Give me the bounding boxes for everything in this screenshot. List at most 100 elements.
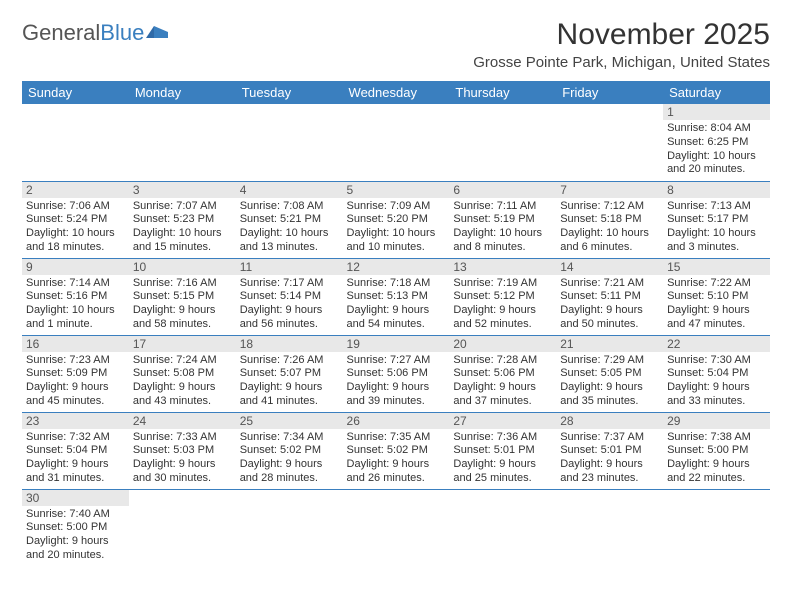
daylight-text: Daylight: 10 hours [240,227,339,241]
sunrise-text: Sunrise: 7:07 AM [133,200,232,214]
col-monday: Monday [129,81,236,104]
day-number: 23 [22,413,129,429]
daylight-text: and 56 minutes. [240,318,339,332]
day-number: 1 [663,104,770,120]
day-number: 20 [449,336,556,352]
daylight-text: and 15 minutes. [133,241,232,255]
day-details: Sunrise: 7:09 AMSunset: 5:20 PMDaylight:… [343,198,450,257]
day-details: Sunrise: 7:33 AMSunset: 5:03 PMDaylight:… [129,429,236,488]
sunrise-text: Sunrise: 7:27 AM [347,354,446,368]
daylight-text: Daylight: 9 hours [560,381,659,395]
sunrise-text: Sunrise: 7:13 AM [667,200,766,214]
daylight-text: and 23 minutes. [560,472,659,486]
daylight-text: and 25 minutes. [453,472,552,486]
daylight-text: and 10 minutes. [347,241,446,255]
location-subtitle: Grosse Pointe Park, Michigan, United Sta… [473,54,770,71]
daylight-text: and 26 minutes. [347,472,446,486]
calendar-cell: 2Sunrise: 7:06 AMSunset: 5:24 PMDaylight… [22,181,129,258]
sunset-text: Sunset: 5:14 PM [240,290,339,304]
sunset-text: Sunset: 5:24 PM [26,213,125,227]
calendar-cell: 30Sunrise: 7:40 AMSunset: 5:00 PMDayligh… [22,489,129,566]
sunset-text: Sunset: 5:19 PM [453,213,552,227]
brand-part1: General [22,20,100,46]
day-details: Sunrise: 7:28 AMSunset: 5:06 PMDaylight:… [449,352,556,411]
calendar-row: 9Sunrise: 7:14 AMSunset: 5:16 PMDaylight… [22,258,770,335]
sunrise-text: Sunrise: 7:08 AM [240,200,339,214]
calendar-cell: 21Sunrise: 7:29 AMSunset: 5:05 PMDayligh… [556,335,663,412]
calendar-cell: 10Sunrise: 7:16 AMSunset: 5:15 PMDayligh… [129,258,236,335]
sunrise-text: Sunrise: 7:19 AM [453,277,552,291]
sunset-text: Sunset: 5:06 PM [453,367,552,381]
calendar-cell [343,104,450,181]
day-details: Sunrise: 7:40 AMSunset: 5:00 PMDaylight:… [22,506,129,565]
daylight-text: and 47 minutes. [667,318,766,332]
daylight-text: and 30 minutes. [133,472,232,486]
day-number: 18 [236,336,343,352]
sunrise-text: Sunrise: 7:24 AM [133,354,232,368]
day-details: Sunrise: 7:08 AMSunset: 5:21 PMDaylight:… [236,198,343,257]
calendar-row: 30Sunrise: 7:40 AMSunset: 5:00 PMDayligh… [22,489,770,566]
day-number: 11 [236,259,343,275]
day-number: 28 [556,413,663,429]
daylight-text: Daylight: 10 hours [26,304,125,318]
day-details: Sunrise: 7:16 AMSunset: 5:15 PMDaylight:… [129,275,236,334]
day-number: 7 [556,182,663,198]
calendar-cell [236,489,343,566]
daylight-text: and 33 minutes. [667,395,766,409]
calendar-cell: 24Sunrise: 7:33 AMSunset: 5:03 PMDayligh… [129,412,236,489]
daylight-text: Daylight: 10 hours [667,150,766,164]
calendar-row: 1Sunrise: 8:04 AMSunset: 6:25 PMDaylight… [22,104,770,181]
sunset-text: Sunset: 5:04 PM [667,367,766,381]
day-number: 15 [663,259,770,275]
brand-logo: GeneralBlue [22,20,172,46]
daylight-text: and 52 minutes. [453,318,552,332]
day-details: Sunrise: 7:26 AMSunset: 5:07 PMDaylight:… [236,352,343,411]
sunrise-text: Sunrise: 7:36 AM [453,431,552,445]
calendar-cell: 29Sunrise: 7:38 AMSunset: 5:00 PMDayligh… [663,412,770,489]
sunrise-text: Sunrise: 7:11 AM [453,200,552,214]
calendar-cell [449,489,556,566]
sunrise-text: Sunrise: 7:09 AM [347,200,446,214]
calendar-cell [663,489,770,566]
daylight-text: and 28 minutes. [240,472,339,486]
day-number: 25 [236,413,343,429]
day-details: Sunrise: 7:37 AMSunset: 5:01 PMDaylight:… [556,429,663,488]
day-number: 3 [129,182,236,198]
daylight-text: and 43 minutes. [133,395,232,409]
day-details: Sunrise: 7:24 AMSunset: 5:08 PMDaylight:… [129,352,236,411]
sunrise-text: Sunrise: 7:18 AM [347,277,446,291]
day-number: 4 [236,182,343,198]
calendar-cell: 23Sunrise: 7:32 AMSunset: 5:04 PMDayligh… [22,412,129,489]
sunrise-text: Sunrise: 7:21 AM [560,277,659,291]
day-details: Sunrise: 7:14 AMSunset: 5:16 PMDaylight:… [22,275,129,334]
daylight-text: Daylight: 10 hours [26,227,125,241]
day-details: Sunrise: 7:19 AMSunset: 5:12 PMDaylight:… [449,275,556,334]
sunset-text: Sunset: 5:23 PM [133,213,232,227]
calendar-cell: 11Sunrise: 7:17 AMSunset: 5:14 PMDayligh… [236,258,343,335]
daylight-text: Daylight: 9 hours [240,458,339,472]
sunset-text: Sunset: 5:00 PM [667,444,766,458]
day-details: Sunrise: 7:38 AMSunset: 5:00 PMDaylight:… [663,429,770,488]
day-number: 6 [449,182,556,198]
sunrise-text: Sunrise: 7:06 AM [26,200,125,214]
calendar-cell [556,489,663,566]
day-details: Sunrise: 7:35 AMSunset: 5:02 PMDaylight:… [343,429,450,488]
daylight-text: and 50 minutes. [560,318,659,332]
calendar-cell: 14Sunrise: 7:21 AMSunset: 5:11 PMDayligh… [556,258,663,335]
sunrise-text: Sunrise: 7:23 AM [26,354,125,368]
daylight-text: and 41 minutes. [240,395,339,409]
day-details: Sunrise: 7:21 AMSunset: 5:11 PMDaylight:… [556,275,663,334]
sunrise-text: Sunrise: 7:34 AM [240,431,339,445]
day-details: Sunrise: 7:18 AMSunset: 5:13 PMDaylight:… [343,275,450,334]
daylight-text: Daylight: 9 hours [133,304,232,318]
daylight-text: Daylight: 9 hours [26,535,125,549]
daylight-text: Daylight: 10 hours [667,227,766,241]
sunset-text: Sunset: 5:07 PM [240,367,339,381]
calendar-cell [556,104,663,181]
day-details: Sunrise: 7:13 AMSunset: 5:17 PMDaylight:… [663,198,770,257]
sunrise-text: Sunrise: 7:22 AM [667,277,766,291]
daylight-text: Daylight: 9 hours [453,304,552,318]
calendar-cell: 8Sunrise: 7:13 AMSunset: 5:17 PMDaylight… [663,181,770,258]
daylight-text: Daylight: 9 hours [347,458,446,472]
day-number: 30 [22,490,129,506]
